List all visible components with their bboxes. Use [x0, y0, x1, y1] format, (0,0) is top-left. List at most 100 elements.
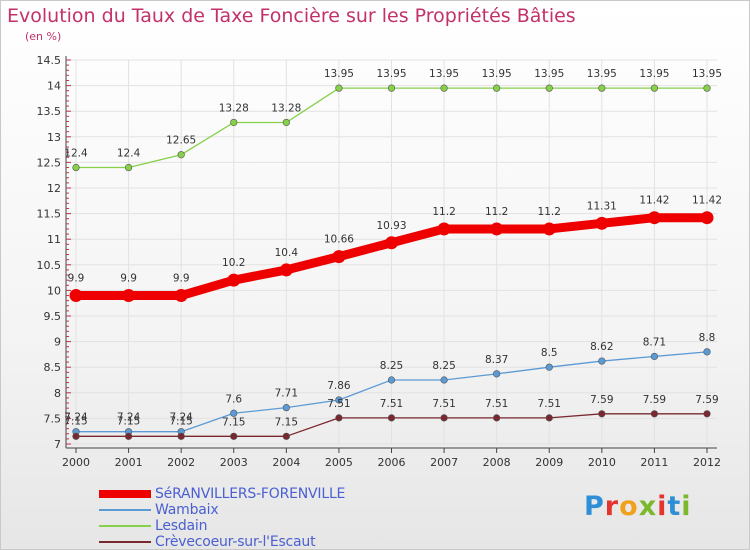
legend-label: Wambaix [155, 502, 219, 518]
data-label: 7.59 [695, 394, 718, 406]
data-point [282, 118, 290, 127]
y-tick-label: 13 [47, 131, 61, 144]
data-label: 13.28 [271, 102, 301, 114]
data-label: 8.5 [541, 347, 558, 359]
legend-swatch [99, 509, 151, 511]
data-point [122, 289, 136, 303]
data-point [493, 84, 501, 92]
logo-letter: i [681, 491, 692, 522]
x-tick-label: 2012 [693, 456, 721, 469]
data-point [177, 432, 185, 440]
y-tick-label: 11.5 [37, 208, 62, 221]
data-point [387, 414, 396, 422]
data-label: 7.15 [222, 416, 245, 428]
data-label: 13.28 [219, 102, 249, 114]
data-point [545, 363, 553, 371]
logo-letter: o [619, 491, 639, 522]
data-point [493, 414, 501, 422]
data-point [282, 404, 290, 412]
data-point [700, 211, 714, 225]
data-point [598, 84, 606, 92]
data-label: 9.9 [120, 273, 137, 285]
y-tick-label: 9 [54, 336, 61, 349]
data-label: 7.15 [275, 416, 298, 428]
logo-letter: i [657, 491, 668, 522]
data-label: 8.71 [643, 336, 666, 348]
y-tick-label: 8.5 [44, 361, 62, 374]
line-chart: 7 7.5 8 8.5 9 9.5 10 10.5 11 11.5 12 12.5 13 13.5 14 14… [37, 54, 723, 469]
data-point [703, 84, 711, 92]
data-label: 10.4 [275, 247, 299, 259]
data-point [650, 352, 659, 361]
logo-letter: r [604, 491, 620, 522]
data-label: 13.95 [324, 68, 354, 80]
data-label: 11.31 [587, 200, 617, 212]
y-tick-label: 9.5 [44, 310, 62, 323]
data-label: 10.93 [376, 220, 406, 232]
data-point [647, 211, 661, 225]
legend-swatch [99, 525, 151, 527]
data-point [72, 432, 80, 440]
data-point [72, 163, 80, 172]
data-label: 7.86 [327, 380, 351, 392]
data-label: 11.2 [485, 206, 508, 218]
data-point [703, 410, 711, 418]
data-label: 10.2 [222, 257, 245, 269]
data-label: 8.62 [590, 341, 613, 353]
data-label: 8.25 [380, 360, 403, 372]
x-tick-label: 2010 [588, 456, 616, 469]
data-point [542, 222, 556, 236]
data-label: 13.95 [692, 68, 722, 80]
data-point [177, 151, 185, 159]
data-label: 13.95 [376, 68, 406, 80]
y-axis-unit-label: (en %) [25, 30, 62, 43]
data-label: 7.59 [643, 394, 666, 406]
data-point [279, 263, 293, 277]
data-label: 7.51 [485, 398, 508, 410]
data-label: 7.15 [117, 415, 140, 427]
y-tick-label: 14.5 [37, 54, 62, 67]
x-tick-label: 2000 [62, 456, 90, 469]
data-point [650, 410, 659, 418]
data-label: 7.24 [64, 412, 88, 424]
data-point [69, 289, 83, 303]
y-tick-label: 11 [47, 233, 61, 246]
data-label: 13.95 [429, 68, 459, 80]
logo-letter: t [667, 491, 682, 522]
x-tick-label: 2002 [167, 456, 195, 469]
data-label: 11.42 [692, 195, 722, 207]
legend-swatch [99, 541, 151, 543]
data-point [493, 370, 501, 378]
data-point [387, 376, 396, 384]
data-point [387, 84, 396, 92]
x-tick-label: 2006 [378, 456, 406, 469]
logo-letter: P [584, 491, 605, 522]
y-tick-label: 14 [47, 80, 61, 93]
data-label: 7.51 [327, 398, 350, 410]
data-label: 7.59 [590, 394, 613, 406]
data-label: 11.2 [538, 206, 561, 218]
data-point [545, 414, 553, 422]
data-point [230, 118, 238, 127]
data-label: 7.15 [169, 415, 192, 427]
x-tick-label: 2007 [430, 456, 458, 469]
data-label: 7.24 [117, 412, 141, 424]
data-point [230, 432, 238, 440]
data-point [332, 250, 346, 264]
data-label: 11.42 [639, 195, 669, 207]
y-tick-label: 12 [47, 182, 61, 195]
data-point [335, 84, 343, 92]
data-label: 7.24 [169, 412, 193, 424]
y-tick-label: 10 [47, 284, 61, 297]
data-label: 12.65 [166, 135, 196, 147]
data-label: 8.8 [699, 332, 716, 344]
data-label: 10.66 [324, 234, 354, 246]
x-tick-label: 2005 [325, 456, 353, 469]
data-point [595, 216, 609, 230]
y-tick-label: 7 [54, 438, 61, 451]
y-tick-label: 13.5 [37, 105, 62, 118]
legend-label: SéRANVILLERS-FORENVILLE [155, 486, 346, 502]
y-tick-label: 10.5 [37, 259, 62, 272]
data-point [598, 410, 606, 418]
